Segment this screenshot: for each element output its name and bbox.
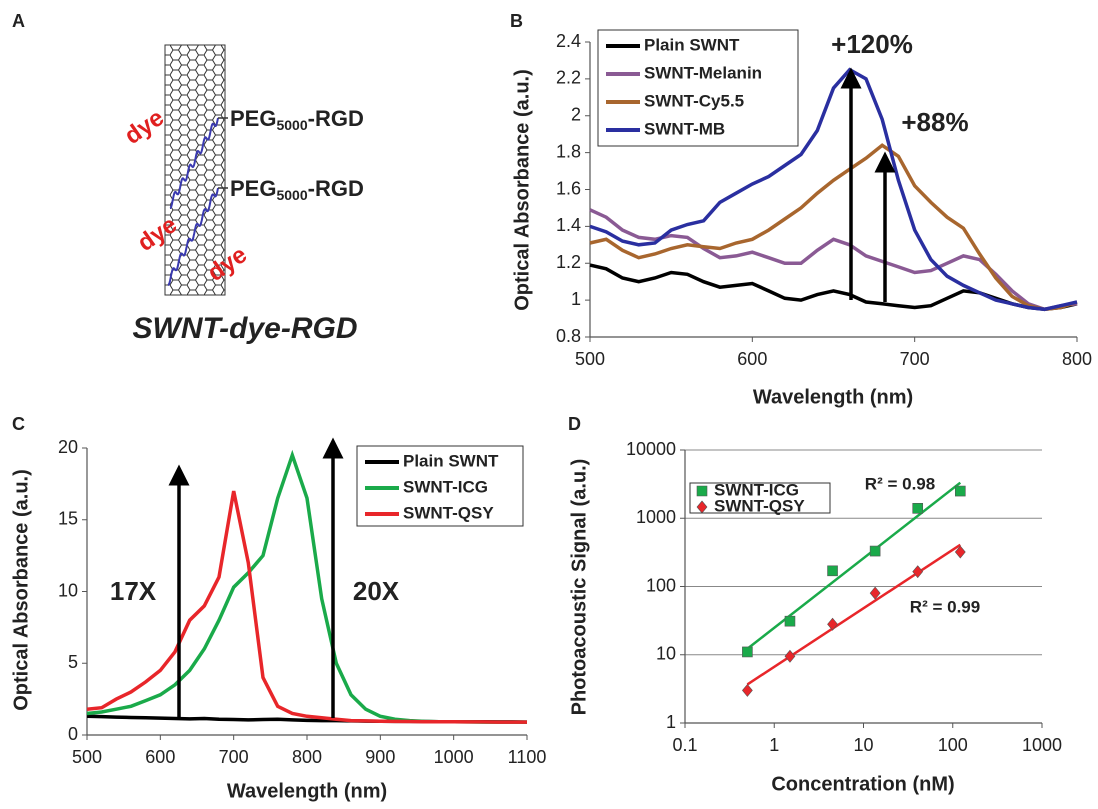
y-tick-label: 1.6 — [556, 178, 581, 198]
point — [827, 565, 838, 577]
y-tick-label: 2 — [571, 105, 581, 125]
data-line — [589, 143, 1078, 312]
y-axis-title: Optical Absorbance (a.u.) — [10, 469, 32, 711]
panel-label: C — [12, 414, 25, 434]
x-tick-label: 600 — [145, 747, 175, 767]
point — [784, 649, 796, 663]
y-tick-label: 1 — [571, 289, 581, 309]
point — [912, 502, 924, 514]
x-tick-label: 1000 — [1022, 735, 1062, 755]
point — [742, 646, 753, 658]
peg-chains — [167, 117, 219, 286]
y-tick-label: 20 — [58, 437, 78, 457]
annotation: R² = 0.98 — [865, 474, 935, 493]
legend-box — [689, 482, 831, 514]
diagram-title: SWNT-dye-RGD — [133, 312, 358, 345]
point — [696, 500, 708, 514]
legend-label: SWNT-MB — [644, 119, 725, 138]
y-tick-label: 5 — [68, 652, 78, 672]
x-tick-label: 10 — [853, 735, 873, 755]
point — [954, 485, 966, 497]
x-tick-label: 500 — [575, 349, 605, 369]
y-axis-title: Optical Absorbance (a.u.) — [511, 69, 533, 311]
panel-label: A — [12, 11, 25, 31]
annotation: R² = 0.99 — [910, 597, 980, 616]
trendline — [746, 543, 961, 686]
x-axis-title: Wavelength (nm) — [227, 780, 387, 802]
y-tick-label: 0.8 — [556, 326, 581, 346]
legend-label: Plain SWNT — [644, 35, 740, 54]
y-tick-label: 10 — [58, 580, 78, 600]
nanotube — [164, 44, 226, 296]
y-tick-label: 1.8 — [556, 141, 581, 161]
diagram: A PEG5000-RGD PEG5000-RGD dye dye dye SW… — [12, 11, 364, 345]
point — [869, 586, 881, 600]
y-axis-title: Photoacoustic Signal (a.u.) — [568, 459, 590, 716]
dye-label: dye — [120, 104, 169, 150]
point — [954, 545, 966, 559]
x-tick-label: 800 — [292, 747, 322, 767]
x-tick-label: 1100 — [508, 747, 547, 767]
annotation: +88% — [901, 107, 968, 137]
legend-label: Plain SWNT — [403, 451, 499, 470]
y-tick-label: 10000 — [626, 439, 676, 459]
point — [784, 615, 796, 627]
y-tick-label: 1.4 — [556, 215, 581, 235]
trendline — [746, 481, 962, 650]
x-axis-title: Wavelength (nm) — [753, 386, 913, 408]
x-tick-label: 900 — [365, 747, 395, 767]
x-tick-label: 0.1 — [672, 735, 697, 755]
x-tick-label: 700 — [900, 349, 930, 369]
y-tick-label: 1000 — [636, 507, 676, 527]
point — [869, 545, 881, 557]
legend-label: SWNT-QSY — [403, 503, 494, 522]
legend-label: SWNT-ICG — [714, 480, 799, 499]
y-tick-label: 2.2 — [556, 68, 581, 88]
x-tick-label: 1 — [769, 735, 779, 755]
legend-box — [597, 29, 799, 147]
x-tick-label: 1000 — [434, 747, 474, 767]
point — [827, 617, 838, 631]
x-axis-title: Concentration (nM) — [771, 773, 954, 795]
annotation: 20X — [353, 576, 400, 606]
peg-chain — [167, 187, 219, 286]
y-tick-label: 15 — [58, 509, 78, 529]
x-tick-label: 100 — [938, 735, 968, 755]
x-tick-label: 500 — [72, 747, 102, 767]
peg-chain — [169, 117, 219, 209]
y-tick-label: 100 — [646, 575, 676, 595]
y-tick-label: 10 — [656, 644, 676, 664]
point — [741, 683, 753, 697]
data-line — [589, 208, 1078, 312]
peg-label: PEG5000-RGD — [230, 176, 364, 203]
data-line — [589, 67, 1078, 312]
legend-label: SWNT-Cy5.5 — [644, 91, 744, 110]
x-tick-label: 800 — [1062, 349, 1092, 369]
legend-label: SWNT-ICG — [403, 477, 488, 496]
y-tick-label: 0 — [68, 724, 78, 744]
panel-label: B — [510, 11, 523, 31]
legend-label: SWNT-Melanin — [644, 63, 762, 82]
x-tick-label: 700 — [219, 747, 249, 767]
point — [696, 485, 708, 497]
point — [912, 565, 924, 579]
peg-label: PEG5000-RGD — [230, 106, 364, 133]
y-tick-label: 1 — [666, 712, 676, 732]
y-tick-label: 2.4 — [556, 31, 581, 51]
x-tick-label: 600 — [737, 349, 767, 369]
panel-label: D — [568, 414, 581, 434]
annotation: 17X — [110, 576, 157, 606]
legend-label: SWNT-QSY — [714, 496, 805, 515]
y-tick-label: 1.2 — [556, 252, 581, 272]
annotation: +120% — [831, 29, 913, 59]
data-line — [86, 490, 527, 724]
